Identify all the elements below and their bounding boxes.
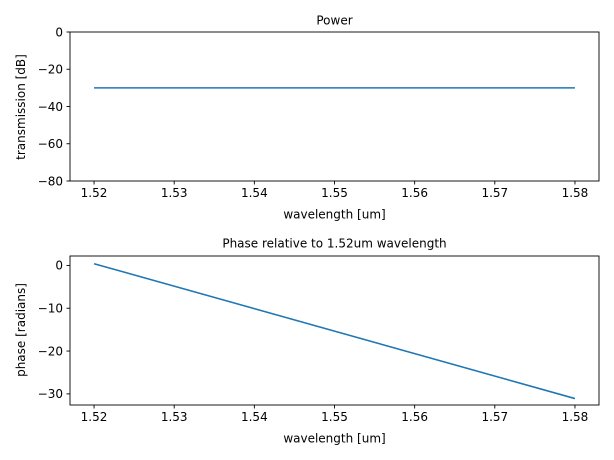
phase-ylabel: phase [radians] [14,283,28,377]
power-xticks: 1.52 1.53 1.54 1.55 1.56 1.57 1.58 [81,181,589,200]
phase-xtick-label: 1.57 [481,410,508,424]
phase-xtick-label: 1.58 [562,410,589,424]
power-ytick-label: 0 [55,25,63,39]
phase-line [93,262,576,400]
power-axes-frame [69,31,600,182]
phase-xtick-label: 1.54 [241,410,268,424]
phase-axes-frame [69,255,600,406]
phase-xticks: 1.52 1.53 1.54 1.55 1.56 1.57 1.58 [81,405,589,424]
phase-xtick-label: 1.55 [321,410,348,424]
phase-ytick-label: 0 [55,259,63,273]
phase-ytick-label: −30 [38,387,63,401]
phase-xlabel: wavelength [um] [283,432,385,446]
power-xtick-label: 1.56 [401,186,428,200]
power-ytick-label: −60 [38,137,63,151]
power-xtick-label: 1.57 [481,186,508,200]
power-ytick-label: −40 [38,100,63,114]
power-ylabel: transmission [dB] [14,54,28,160]
power-xtick-label: 1.54 [241,186,268,200]
power-ytick-label: −20 [38,63,63,77]
power-yticks: 0 −20 −40 −60 −80 [38,25,70,188]
power-xtick-label: 1.52 [81,186,108,200]
phase-yticks: 0 −10 −20 −30 [38,259,70,401]
power-xtick-label: 1.53 [161,186,188,200]
phase-subplot: Phase relative to 1.52um wavelength phas… [14,237,600,446]
power-ytick-label: −80 [38,174,63,188]
phase-ytick-label: −10 [38,302,63,316]
phase-xtick-label: 1.53 [161,410,188,424]
phase-xtick-label: 1.56 [401,410,428,424]
power-xlabel: wavelength [um] [283,208,385,222]
power-xtick-label: 1.55 [321,186,348,200]
phase-series [93,262,576,400]
phase-xtick-label: 1.52 [81,410,108,424]
power-xtick-label: 1.58 [562,186,589,200]
power-subplot: Power transmission [dB] wavelength [um] … [14,14,600,222]
power-title: Power [316,14,352,28]
phase-title: Phase relative to 1.52um wavelength [222,237,446,251]
phase-ytick-label: −20 [38,344,63,358]
